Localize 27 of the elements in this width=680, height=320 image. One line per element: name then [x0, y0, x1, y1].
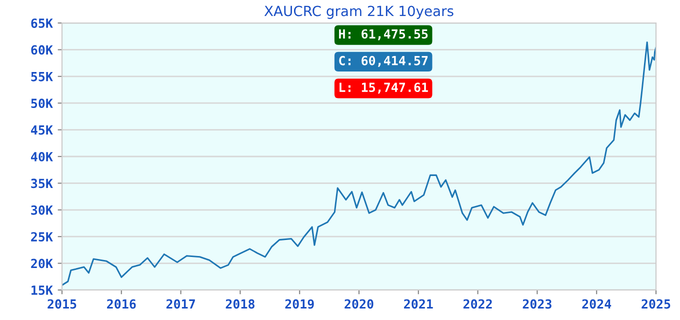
x-tick-label: 2016 [107, 299, 136, 309]
annotation: H: 61,475.55 [339, 29, 428, 40]
y-tick-label: 40K [31, 152, 53, 162]
x-tick-label: 2021 [404, 299, 433, 309]
chart-title: XAUCRC gram 21K 10years [264, 6, 454, 19]
y-tick-label: 45K [31, 125, 53, 135]
x-tick-label: 2023 [522, 299, 552, 309]
x-tick-label: 2022 [463, 299, 492, 309]
x-tick-label: 2024 [582, 299, 612, 309]
x-tick-label: 2017 [166, 299, 195, 309]
x-tick-label: 2025 [642, 299, 670, 309]
y-tick-label: 25K [31, 232, 53, 242]
annotation: C: 60,414.57 [339, 56, 428, 67]
y-tick-label: 30K [31, 205, 53, 215]
x-tick-label: 2020 [344, 299, 374, 309]
y-tick-label: 20K [31, 258, 53, 268]
y-tick-label: 35K [31, 178, 53, 188]
x-tick-label: 2019 [285, 299, 314, 309]
line-series [62, 41, 656, 286]
x-tick-label: 2018 [226, 299, 254, 309]
y-tick-label: 55K [31, 72, 53, 82]
y-tick-label: 60K [31, 45, 53, 55]
annotation: L: 15,747.61 [340, 82, 428, 94]
y-tick-label: 15K [32, 286, 53, 295]
y-tick-label: 65K [31, 18, 53, 28]
y-tick-label: 50K [31, 98, 53, 108]
x-tick-label: 2015 [48, 299, 76, 309]
